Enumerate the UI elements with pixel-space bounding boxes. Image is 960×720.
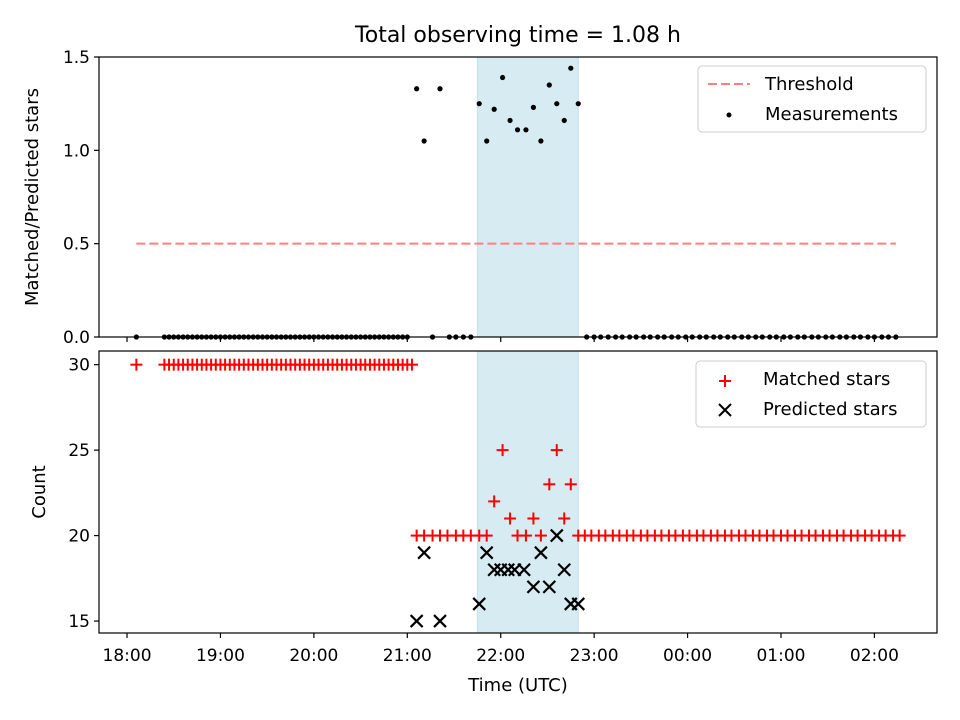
measurement-point bbox=[538, 138, 544, 144]
top-y-tick-label: 0.5 bbox=[63, 235, 90, 255]
predicted-star-point bbox=[472, 597, 487, 611]
measurement-point bbox=[523, 127, 529, 133]
matched-legend-label: Matched stars bbox=[763, 369, 890, 390]
predicted-stars-series bbox=[409, 528, 586, 628]
matched-star-point bbox=[534, 529, 547, 542]
bottom-x-tick-label: 22:00 bbox=[476, 646, 525, 666]
predicted-star-point bbox=[571, 597, 586, 611]
measurement-point bbox=[568, 65, 574, 71]
bottom-x-axis: 18:00 19:00 20:00 21:00 22:00 23:00 00:00 01:00… bbox=[103, 633, 899, 666]
bottom-y-tick-label: 25 bbox=[68, 441, 90, 461]
measurement-point bbox=[530, 104, 537, 110]
matched-star-point bbox=[527, 512, 540, 525]
bottom-x-tick-label: 23:00 bbox=[570, 646, 619, 666]
x-axis-label: Time (UTC) bbox=[467, 675, 568, 696]
bottom-y-axis: 15 20 25 30 bbox=[68, 356, 99, 632]
predicted-star-point bbox=[517, 562, 531, 577]
top-axes-frame bbox=[98, 56, 938, 338]
bottom-x-tick-label: 01:00 bbox=[756, 646, 805, 666]
predicted-star-point bbox=[526, 580, 541, 594]
matched-star-point bbox=[550, 444, 563, 457]
measurement-point bbox=[484, 138, 490, 144]
bottom-x-tick-label: 21:00 bbox=[383, 646, 432, 666]
top-y-axis: 0.0 0.5 1.0 1.5 bbox=[63, 48, 99, 348]
matched-star-point bbox=[405, 358, 418, 371]
measurement-point bbox=[499, 74, 506, 81]
bottom-y-tick-label: 20 bbox=[68, 527, 90, 547]
top-y-tick-label: 1.0 bbox=[63, 141, 90, 161]
top-legend: Threshold Measurements bbox=[697, 65, 927, 133]
predicted-legend-swatch bbox=[718, 403, 732, 417]
bottom-x-tick-label: 19:00 bbox=[196, 646, 245, 666]
matched-star-point bbox=[130, 358, 143, 371]
matched-legend-swatch bbox=[719, 375, 731, 387]
bottom-y-axis-label: Count bbox=[29, 465, 50, 518]
top-y-axis-label: Matched/Predicted stars bbox=[22, 88, 43, 306]
bottom-x-tick-label: 02:00 bbox=[850, 646, 899, 666]
predicted-star-point bbox=[417, 545, 431, 560]
top-panel: 0.0 0.5 1.0 1.5 Matched/Predicted stars Thr… bbox=[22, 48, 938, 348]
measurement-point bbox=[476, 101, 482, 107]
measurement-point bbox=[421, 138, 427, 144]
predicted-star-point bbox=[433, 614, 447, 628]
matched-star-point bbox=[504, 512, 517, 525]
matched-star-point bbox=[558, 512, 571, 525]
predicted-star-point bbox=[542, 580, 557, 594]
bottom-y-tick-label: 15 bbox=[68, 612, 90, 632]
predicted-star-point bbox=[479, 545, 494, 560]
predicted-star-point bbox=[549, 528, 564, 543]
bottom-y-tick-label: 30 bbox=[68, 356, 90, 376]
predicted-star-point bbox=[534, 545, 548, 560]
matched-stars-series bbox=[130, 358, 906, 542]
measurements-legend-swatch bbox=[726, 112, 732, 118]
measurement-point bbox=[514, 127, 521, 133]
matched-star-point bbox=[564, 478, 577, 491]
bottom-highlight-span bbox=[476, 350, 579, 634]
threshold-legend-label: Threshold bbox=[764, 74, 854, 95]
measurements-legend-label: Measurements bbox=[765, 104, 898, 125]
measurement-point bbox=[491, 106, 497, 112]
measurement-point bbox=[437, 86, 443, 92]
bottom-x-tick-label: 00:00 bbox=[663, 646, 712, 666]
top-highlight-span bbox=[476, 56, 579, 338]
bottom-axes-frame bbox=[98, 350, 938, 634]
bottom-legend: Matched stars Predicted stars bbox=[695, 360, 927, 428]
top-y-tick-label: 1.5 bbox=[63, 48, 90, 68]
measurement-point bbox=[554, 101, 560, 107]
chart-title: Total observing time = 1.08 h bbox=[354, 23, 681, 48]
predicted-star-point bbox=[557, 562, 572, 577]
measurement-point bbox=[414, 86, 420, 92]
measurement-point bbox=[575, 101, 581, 107]
matched-star-point bbox=[480, 529, 493, 542]
measurement-point bbox=[546, 82, 552, 88]
matched-star-point bbox=[488, 495, 501, 508]
matched-star-point bbox=[519, 529, 532, 542]
top-y-tick-label: 0.0 bbox=[63, 328, 90, 348]
matched-star-point bbox=[893, 529, 906, 542]
matched-star-point bbox=[543, 478, 556, 491]
top-x-axis bbox=[126, 337, 876, 342]
measurement-point bbox=[507, 117, 513, 124]
predicted-star-point bbox=[409, 614, 424, 628]
top-legend-box bbox=[697, 65, 927, 133]
measurement-point bbox=[561, 117, 567, 124]
bottom-panel: 15 20 25 30 18:00 19:00 20:00 21:00 22:00 23:00 0… bbox=[29, 350, 938, 696]
bottom-x-tick-label: 18:00 bbox=[103, 646, 152, 666]
bottom-x-tick-label: 20:00 bbox=[289, 646, 338, 666]
predicted-legend-label: Predicted stars bbox=[763, 399, 897, 420]
bottom-legend-box bbox=[695, 360, 927, 428]
matched-star-point bbox=[496, 444, 509, 457]
